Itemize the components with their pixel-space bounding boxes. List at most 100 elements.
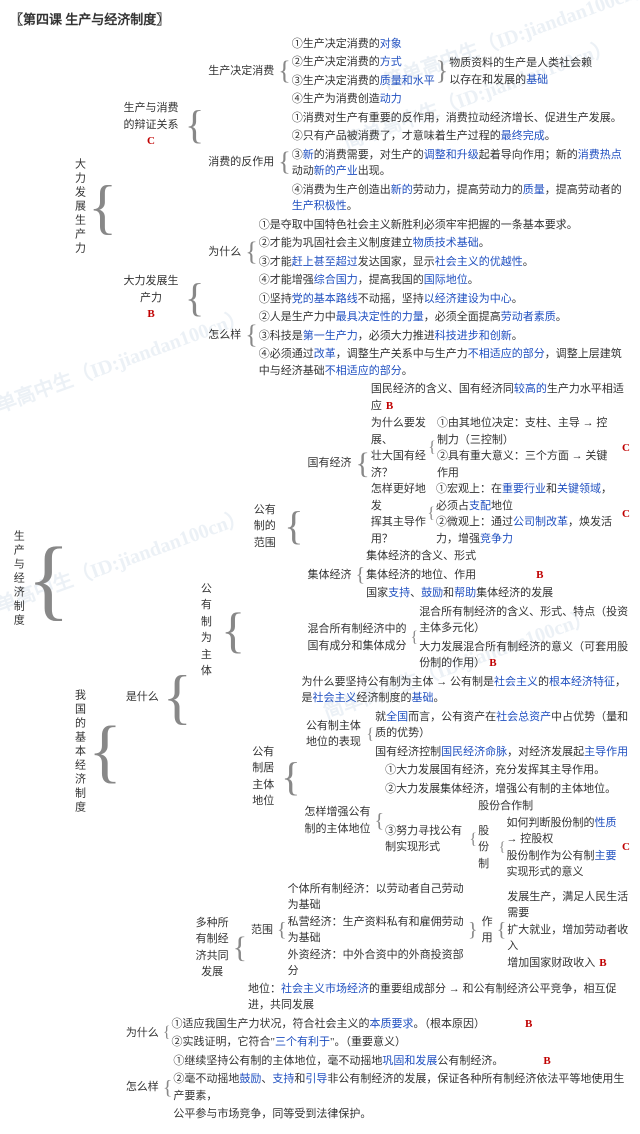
- t: ，对经济发展起: [507, 746, 584, 758]
- tag: C: [622, 440, 630, 457]
- t: 、: [261, 1073, 272, 1085]
- tag: B: [599, 957, 606, 969]
- s1s2-label: 大力发展生产力: [121, 273, 181, 306]
- t: 集体经济的发展: [476, 587, 553, 599]
- brace: {: [498, 815, 507, 881]
- share-label: 股份制: [478, 823, 498, 873]
- t: 股份制作为公有制: [507, 850, 595, 862]
- kw: 党的基本路线: [292, 293, 358, 305]
- kw: 社会主义: [494, 676, 538, 688]
- t: 。: [433, 692, 444, 704]
- t: 和: [546, 483, 557, 495]
- t: 实现形式的意义: [507, 866, 584, 878]
- kw: 新的: [391, 184, 413, 196]
- tag-b: B: [147, 306, 154, 323]
- t: ，必须全面提高: [424, 311, 501, 323]
- t: 和: [294, 1073, 305, 1085]
- str-l1: 怎样增强公有: [304, 804, 370, 821]
- kw: 新的产业: [314, 165, 358, 177]
- kw: 物质技术基础: [413, 237, 479, 249]
- role-l: 用: [482, 930, 493, 947]
- t: ②实践证明，它符合": [172, 1036, 276, 1048]
- t: 为什么要发展、: [371, 415, 427, 448]
- kw: 最具决定性的力量: [336, 311, 424, 323]
- s1-sub2: 大力发展生产力 B { 为什么 { ①是夺取中国特色社会主义新胜利必须牢牢把握的…: [118, 216, 630, 381]
- t: 国有经济控制: [375, 746, 441, 758]
- t: 大力发展混合所有制经济的意义（可套用股份制的作用）: [419, 641, 628, 670]
- kw: 主导作用: [584, 746, 628, 758]
- brace: {: [162, 1052, 174, 1124]
- kw: 国民经济命脉: [441, 746, 507, 758]
- t: 私营经济：生产资料私有和雇佣劳动为基础: [288, 914, 467, 947]
- tag: B: [386, 400, 393, 412]
- t: 。: [512, 330, 523, 342]
- brace: {: [244, 216, 258, 290]
- t: ①由其地位决定：支柱、主导 → 控制力（三控制）: [437, 415, 618, 448]
- kw: 调整和升级: [424, 149, 479, 161]
- t: ，必须大力推进: [358, 330, 435, 342]
- t: 。: [402, 365, 413, 377]
- kw: 本质要求: [370, 1018, 414, 1030]
- t: ③生产决定消费的: [292, 75, 380, 87]
- t: ④消费为生产创造出: [292, 184, 391, 196]
- str-l2: 制的主体地位: [304, 821, 370, 838]
- t: ，提高劳动者的: [545, 184, 622, 196]
- brace: {: [410, 603, 420, 673]
- t: ①生产决定消费的: [292, 38, 380, 50]
- t: ②只有产品被消费了，才意味着生产过程的: [292, 130, 501, 142]
- t: 如何判断股份制的: [507, 817, 595, 829]
- brace: {: [365, 708, 375, 762]
- kw: 关键领域: [557, 483, 601, 495]
- section-2: 我国的基本经济制度 { 是什么 { 公有制为主体 { 公有制的范围: [71, 380, 630, 1124]
- brace: }: [435, 35, 449, 109]
- kw: 根本经济特征: [549, 676, 615, 688]
- t: 。: [468, 274, 479, 286]
- kw: 重要行业: [502, 483, 546, 495]
- t: 而言，公有资产在: [408, 711, 496, 723]
- brace: {: [373, 761, 385, 881]
- kw: 动力: [380, 93, 402, 105]
- kw: 性质: [595, 817, 617, 829]
- t: 就: [375, 711, 386, 723]
- tag: B: [489, 657, 496, 669]
- lesson-title: 〖第四课 生产与经济制度〗: [10, 10, 630, 30]
- t: ①坚持: [259, 293, 292, 305]
- kw: 不相适应的部分: [325, 365, 402, 377]
- kw: 改革: [314, 348, 336, 360]
- kw: 社会主义: [312, 692, 356, 704]
- mix-l2: 国有成分和集体成分: [308, 638, 407, 655]
- brace: }: [467, 881, 479, 980]
- t: 集体经济的含义、形式: [366, 547, 553, 566]
- t: ③才能: [259, 256, 292, 268]
- kw: 质量和水平: [380, 75, 435, 87]
- s1-sub1: 生产与消费的辩证关系 C { 生产决定消费 { ①生产决定消费的对象 ②生产决定…: [118, 35, 630, 216]
- brace: {: [426, 481, 436, 547]
- brace: {: [244, 290, 258, 381]
- t: 劳动力，提高劳动力的: [413, 184, 523, 196]
- kw: 第一生产力: [303, 330, 358, 342]
- kw: 消费热点: [578, 149, 622, 161]
- tag: B: [543, 1055, 550, 1067]
- kw: 支持: [388, 587, 410, 599]
- t: ④必须通过: [259, 348, 314, 360]
- t: ②毫不动摇地: [173, 1073, 239, 1085]
- t: → 控股权: [507, 833, 554, 845]
- kw: 科技进步和创新: [435, 330, 512, 342]
- kw: 以经济建设为中心: [424, 293, 512, 305]
- kw: 鼓励: [421, 587, 443, 599]
- np-l: 济共同: [196, 948, 229, 965]
- t: 。: [545, 130, 556, 142]
- t: ②微观上：通过: [436, 516, 513, 528]
- tag: B: [525, 1018, 532, 1030]
- t: ①消费对生产有重要的反作用，消费拉动经济增长、促进生产发展。: [292, 109, 630, 128]
- t: ，调整生产关系中与生产力: [336, 348, 468, 360]
- t: 挥其主导作用？: [371, 514, 426, 547]
- s2-how: 怎么样 { ①继续坚持公有制的主体地位，毫不动摇地巩固和发展公有制经济。B ②毫…: [123, 1052, 630, 1124]
- brace: {: [184, 35, 205, 216]
- s2-label: 我国的基本经济制度: [71, 687, 87, 817]
- t: 、: [410, 587, 421, 599]
- t: 壮大国有经济？: [371, 448, 427, 481]
- brace: {: [26, 35, 71, 1124]
- t: 。: [523, 256, 534, 268]
- brace: {: [232, 881, 248, 1015]
